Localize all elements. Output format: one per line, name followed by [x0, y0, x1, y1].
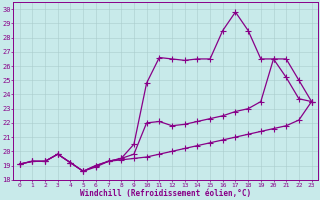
X-axis label: Windchill (Refroidissement éolien,°C): Windchill (Refroidissement éolien,°C)	[80, 189, 251, 198]
